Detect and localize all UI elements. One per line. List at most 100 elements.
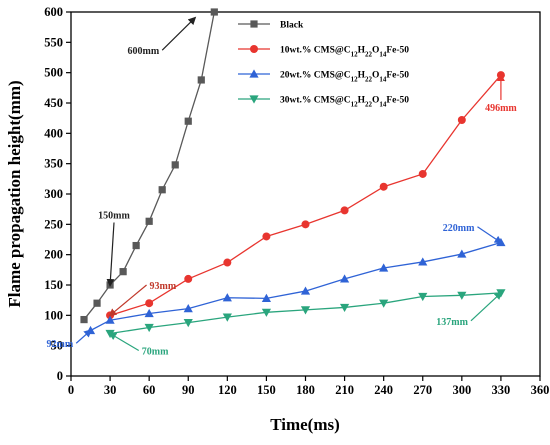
x-tick-label: 30 (104, 383, 117, 397)
data-point (339, 303, 350, 313)
data-point (262, 232, 271, 241)
legend-marker (250, 20, 258, 28)
legend-label: 10wt.% CMS@C12H22O14Fe-50 (280, 46, 409, 59)
legend-label: Black (280, 21, 304, 31)
annotation-arrow (108, 284, 147, 317)
x-tick-label: 210 (335, 383, 354, 397)
annotation-arrow (477, 226, 503, 244)
annotation: 70mm (108, 332, 169, 358)
annotation: 220mm (443, 223, 503, 244)
legend-item: Black (238, 20, 304, 31)
data-point (145, 217, 153, 225)
data-point (145, 299, 154, 308)
legend-marker (250, 45, 258, 53)
data-point (379, 263, 389, 272)
data-point (184, 274, 193, 283)
data-point (119, 268, 127, 276)
data-point (144, 308, 154, 318)
y-tick-label: 150 (44, 278, 63, 292)
annotation-arrow (75, 329, 93, 344)
data-point (457, 291, 467, 300)
x-tick-label: 120 (218, 383, 237, 397)
x-tick-label: 240 (374, 383, 393, 397)
data-point (222, 313, 232, 322)
data-point (158, 186, 166, 194)
y-tick-label: 550 (44, 35, 63, 49)
x-tick-label: 180 (296, 383, 315, 397)
series-layer (80, 8, 506, 339)
annotation-arrow (106, 222, 115, 287)
y-tick-label: 500 (44, 66, 63, 80)
series-3 (85, 237, 506, 335)
x-axis: 0 30 60 90 120 150 180 210 240 270 300 330 360 (68, 376, 550, 397)
data-point (184, 117, 192, 125)
annotation-arrow (470, 291, 503, 322)
series-line (90, 241, 502, 332)
annotation: 92mm (47, 329, 93, 350)
x-tick-label: 300 (452, 383, 471, 397)
data-point (339, 274, 350, 283)
series-line (83, 11, 215, 320)
legend-marker (249, 95, 259, 104)
annotation-layer: 600mm 150mm 93mm 496mm 220mm 92mm 70mm 137mm (47, 16, 517, 358)
annotation-label: 150mm (98, 211, 130, 222)
y-tick-label: 350 (44, 157, 63, 171)
y-axis-title: Flame propagation height(mm) (5, 80, 24, 307)
data-point (223, 258, 232, 267)
data-point (261, 293, 272, 302)
data-point (80, 315, 88, 324)
y-tick-label: 100 (44, 308, 63, 322)
annotation-label: 70mm (142, 347, 169, 358)
data-point (300, 306, 311, 315)
data-point (340, 206, 349, 215)
data-point (418, 257, 428, 266)
data-point (105, 315, 115, 324)
annotation-label: 92mm (47, 339, 74, 350)
y-tick-label: 200 (44, 248, 63, 262)
annotation-arrow (108, 332, 140, 352)
legend-label: 30wt.% CMS@C12H22O14Fe-50 (280, 96, 409, 109)
data-point (418, 292, 428, 302)
series-4 (105, 289, 506, 339)
y-tick-label: 600 (44, 5, 63, 19)
x-tick-label: 270 (413, 383, 432, 397)
annotation-arrow (161, 16, 197, 51)
y-tick-label: 0 (57, 369, 63, 383)
annotation: 600mm (128, 16, 197, 57)
y-axis: 0 50 100 150 200 250 300 350 400 450 500 550 600 (44, 5, 71, 383)
plot-frame (70, 11, 541, 377)
legend-item: 10wt.% CMS@C12H22O14Fe-50 (238, 45, 409, 59)
annotation: 137mm (436, 291, 503, 328)
data-point (197, 76, 205, 84)
data-point (301, 220, 310, 229)
data-point (222, 293, 232, 302)
legend-marker (249, 69, 259, 78)
data-point (261, 308, 272, 317)
data-point (300, 286, 311, 295)
data-point (183, 304, 193, 313)
data-point (379, 182, 388, 191)
data-point (144, 323, 154, 333)
y-tick-label: 300 (44, 187, 63, 201)
legend-label: 20wt.% CMS@C12H22O14Fe-50 (280, 71, 409, 84)
annotation-label: 137mm (436, 317, 468, 328)
y-tick-label: 50 (51, 339, 64, 353)
data-point (183, 319, 193, 328)
y-tick-label: 450 (44, 96, 63, 110)
legend-item: 30wt.% CMS@C12H22O14Fe-50 (238, 95, 409, 109)
annotation-label: 496mm (485, 103, 517, 114)
annotation-label: 600mm (128, 46, 160, 57)
annotation: 150mm (98, 211, 130, 287)
data-point (379, 299, 389, 308)
x-tick-label: 90 (182, 383, 195, 397)
x-tick-label: 360 (531, 383, 550, 397)
x-tick-label: 330 (492, 383, 511, 397)
legend: Black 10wt.% CMS@C12H22O14Fe-50 20wt.% CMS… (238, 20, 409, 109)
y-tick-label: 250 (44, 217, 63, 231)
data-point (457, 115, 466, 124)
data-point (93, 299, 101, 307)
data-point (210, 8, 218, 16)
y-tick-label: 400 (44, 126, 63, 140)
